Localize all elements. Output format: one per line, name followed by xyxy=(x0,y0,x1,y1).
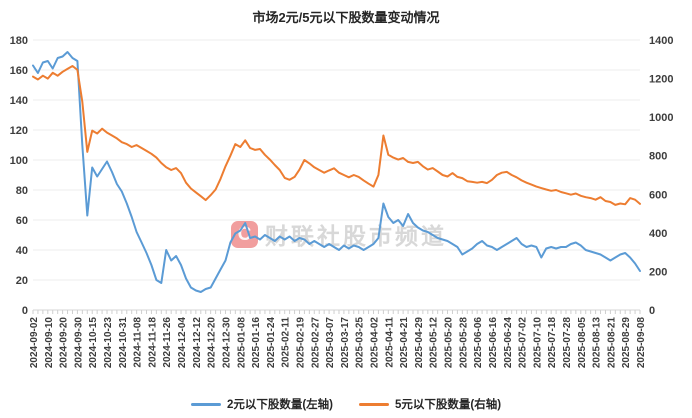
x-axis-date-label: 2025-07-28 xyxy=(562,317,573,369)
x-axis-date-label: 2024-09-30 xyxy=(73,317,84,369)
left-axis-tick-label: 100 xyxy=(10,155,28,167)
left-axis-tick-label: 80 xyxy=(16,185,28,197)
x-axis-date-label: 2025-01-08 xyxy=(236,317,247,369)
x-axis-date-label: 2024-10-23 xyxy=(103,317,114,369)
legend-swatch xyxy=(190,402,221,406)
x-axis-date-label: 2024-12-30 xyxy=(221,317,232,369)
x-axis-date-label: 2025-08-05 xyxy=(577,317,588,369)
series-line-under-2yuan xyxy=(32,51,641,293)
x-axis-date-label: 2025-03-17 xyxy=(340,317,351,369)
x-axis-date-label: 2024-11-26 xyxy=(162,317,173,368)
left-axis-tick-label: 40 xyxy=(16,245,28,257)
chart-title: 市场2元/5元以下股数量变动情况 xyxy=(252,10,440,25)
legend-label: 2元以下股数量(左轴) xyxy=(226,399,333,411)
right-axis-tick-label: 0 xyxy=(649,305,655,317)
watermark-text: 财联社股市频道 xyxy=(265,223,447,249)
x-axis-date-label: 2025-04-29 xyxy=(414,317,425,369)
x-axis-date-label: 2025-05-28 xyxy=(458,317,469,369)
left-axis-tick-label: 160 xyxy=(10,65,28,77)
left-axis-tick-label: 20 xyxy=(16,275,28,287)
legend-item: 5元以下股数量(右轴) xyxy=(359,396,501,412)
x-axis-date-label: 2025-05-12 xyxy=(429,317,440,369)
x-axis-date-label: 2025-06-16 xyxy=(488,317,499,369)
x-axis-date-label: 2025-08-13 xyxy=(592,317,603,369)
x-axis-date-label: 2024-12-12 xyxy=(192,317,203,369)
x-axis-date-label: 2025-07-10 xyxy=(532,317,543,369)
x-axis-date-label: 2025-02-27 xyxy=(310,317,321,369)
legend-item: 2元以下股数量(左轴) xyxy=(190,396,333,412)
x-axis-date-label: 2025-02-19 xyxy=(295,317,306,369)
left-axis-tick-label: 0 xyxy=(22,305,28,317)
x-axis-date-label: 2025-01-24 xyxy=(266,317,277,369)
legend: 2元以下股数量(左轴) 5元以下股数量(右轴) xyxy=(0,396,692,412)
x-axis-date-label: 2025-03-25 xyxy=(355,317,366,369)
right-axis-tick-label: 1400 xyxy=(649,35,673,47)
right-axis-tick-label: 600 xyxy=(649,189,667,201)
x-axis-date-label: 2025-04-02 xyxy=(370,317,381,369)
x-axis-date-label: 2024-10-31 xyxy=(118,317,129,369)
left-axis-tick-label: 60 xyxy=(16,215,28,227)
watermark: C 财联社股市频道 xyxy=(231,217,447,251)
x-axis-date-label: 2025-04-21 xyxy=(399,317,410,369)
right-axis-tick-label: 1000 xyxy=(649,112,673,124)
x-axis-date-label: 2024-09-10 xyxy=(44,317,55,369)
x-axis-date-label: 2024-11-08 xyxy=(133,317,144,368)
x-axis-date-label: 2024-11-18 xyxy=(147,317,158,368)
right-axis-tick-label: 800 xyxy=(649,151,667,163)
x-axis-date-label: 2024-09-02 xyxy=(29,317,40,369)
x-axis-date-label: 2025-01-16 xyxy=(251,317,262,369)
x-axis-date-label: 2024-12-20 xyxy=(207,317,218,369)
x-axis-date-label: 2025-09-08 xyxy=(636,317,647,369)
right-axis-tick-label: 200 xyxy=(649,266,667,278)
x-axis-date-label: 2025-02-11 xyxy=(281,317,292,368)
x-axis-date-label: 2025-08-29 xyxy=(621,317,632,369)
left-axis-tick-label: 120 xyxy=(10,125,28,137)
x-axis-date-label: 2025-06-24 xyxy=(503,317,514,369)
series-line-under-5yuan xyxy=(32,65,641,206)
x-axis-date-label: 2025-07-18 xyxy=(547,317,558,369)
x-axis-date-label: 2024-12-04 xyxy=(177,317,188,369)
right-axis-tick-label: 1200 xyxy=(649,74,673,86)
x-axis-date-label: 2025-03-07 xyxy=(325,317,336,369)
right-axis-tick-label: 400 xyxy=(649,228,667,240)
legend-label: 5元以下股数量(右轴) xyxy=(395,399,502,411)
x-axis-date-label: 2025-06-06 xyxy=(473,317,484,369)
x-axis-date-label: 2024-09-20 xyxy=(59,317,70,369)
legend-swatch xyxy=(359,402,389,406)
x-axis-date-label: 2025-08-21 xyxy=(606,317,617,369)
x-axis-date-label: 2025-04-11 xyxy=(384,317,395,368)
x-axis-date-label: 2024-10-15 xyxy=(88,317,99,369)
x-axis-date-label: 2025-05-20 xyxy=(444,317,455,369)
x-axis-date-label: 2025-07-02 xyxy=(518,317,529,369)
left-axis-tick-label: 180 xyxy=(10,35,28,47)
left-axis-tick-label: 140 xyxy=(10,95,28,107)
